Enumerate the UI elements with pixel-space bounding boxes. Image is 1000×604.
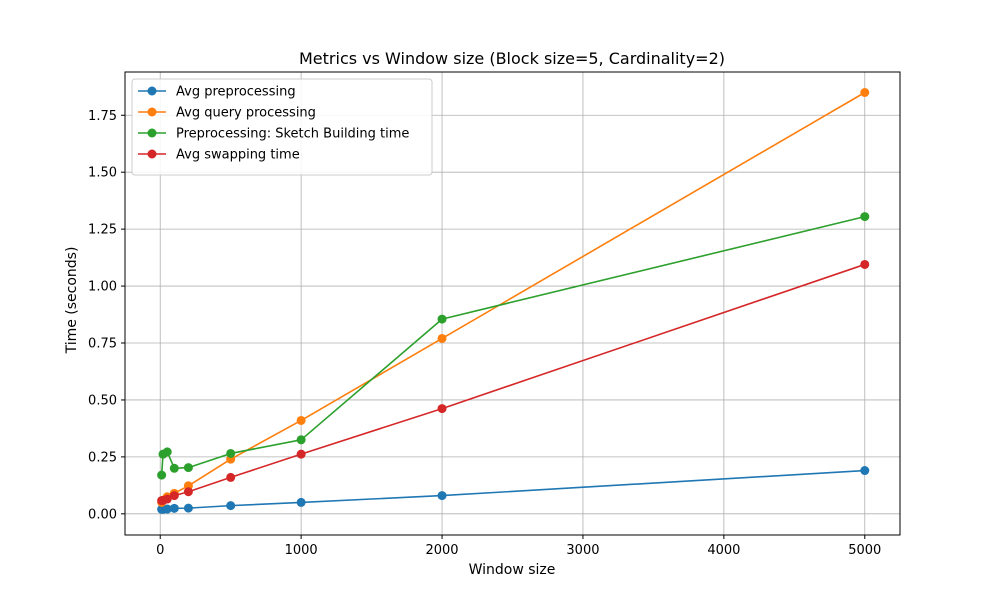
y-tick-label: 0.50 — [88, 393, 117, 408]
series-0 — [157, 466, 870, 514]
x-tick-label: 3000 — [566, 543, 599, 558]
legend: Avg preprocessing Avg query processing Pre… — [131, 78, 433, 176]
data-point — [860, 87, 870, 97]
chart-title: Metrics vs Window size (Block size=5, Ca… — [299, 49, 725, 68]
data-point — [437, 333, 447, 343]
legend-marker — [147, 86, 157, 96]
x-axis-label: Window size — [469, 562, 556, 578]
data-point — [183, 463, 193, 473]
x-tick-label: 1000 — [285, 543, 318, 558]
axes — [124, 71, 901, 536]
data-point — [437, 491, 447, 501]
legend-entry: Avg query processing — [138, 106, 316, 121]
y-axis-label: Time (seconds) — [64, 247, 80, 355]
data-point — [169, 463, 179, 473]
legend-label: Avg swapping time — [176, 148, 300, 163]
data-point — [162, 447, 172, 457]
data-point — [296, 497, 306, 507]
data-point — [296, 449, 306, 459]
legend-marker — [147, 107, 157, 117]
x-tick-label: 0 — [156, 543, 164, 558]
plot-frame — [124, 71, 901, 536]
y-tick-label: 1.50 — [88, 166, 117, 181]
data-point — [226, 472, 236, 482]
legend-label: Avg preprocessing — [176, 85, 296, 100]
data-point — [226, 501, 236, 511]
legend-label: Avg query processing — [176, 106, 316, 121]
data-point — [437, 404, 447, 414]
data-point — [183, 503, 193, 513]
data-point — [860, 466, 870, 476]
data-point — [226, 448, 236, 458]
y-tick-label: 0.00 — [88, 507, 117, 522]
data-point — [860, 212, 870, 222]
series-3 — [157, 259, 870, 506]
legend-box — [131, 78, 433, 176]
data-point — [437, 314, 447, 324]
data-point — [162, 494, 172, 504]
x-axis-ticks: 0 1000 2000 3000 4000 5000 — [156, 535, 881, 558]
data-point — [157, 470, 167, 480]
data-point — [296, 435, 306, 445]
legend-marker — [147, 149, 157, 159]
data-point — [169, 491, 179, 501]
legend-marker — [147, 128, 157, 138]
legend-entry: Avg swapping time — [138, 148, 300, 163]
data-point — [162, 504, 172, 514]
x-tick-label: 5000 — [848, 543, 881, 558]
y-tick-label: 1.00 — [88, 280, 117, 295]
data-point — [183, 487, 193, 497]
series-2 — [157, 212, 870, 480]
x-tick-label: 4000 — [707, 543, 740, 558]
y-tick-label: 1.25 — [88, 223, 117, 238]
legend-entry: Avg preprocessing — [138, 85, 296, 100]
data-point — [169, 503, 179, 513]
y-tick-label: 0.75 — [88, 337, 117, 352]
legend-label: Preprocessing: Sketch Building time — [176, 127, 409, 142]
legend-entry: Preprocessing: Sketch Building time — [138, 127, 409, 142]
data-point — [296, 415, 306, 425]
y-tick-label: 0.25 — [88, 450, 117, 465]
y-axis-ticks: 0.00 0.25 0.50 0.75 1.00 1.25 1.50 1.75 — [88, 109, 125, 522]
grid-lines — [125, 72, 900, 535]
y-tick-label: 1.75 — [88, 109, 117, 124]
x-tick-label: 2000 — [425, 543, 458, 558]
data-point — [860, 259, 870, 269]
series-lines — [157, 87, 870, 514]
